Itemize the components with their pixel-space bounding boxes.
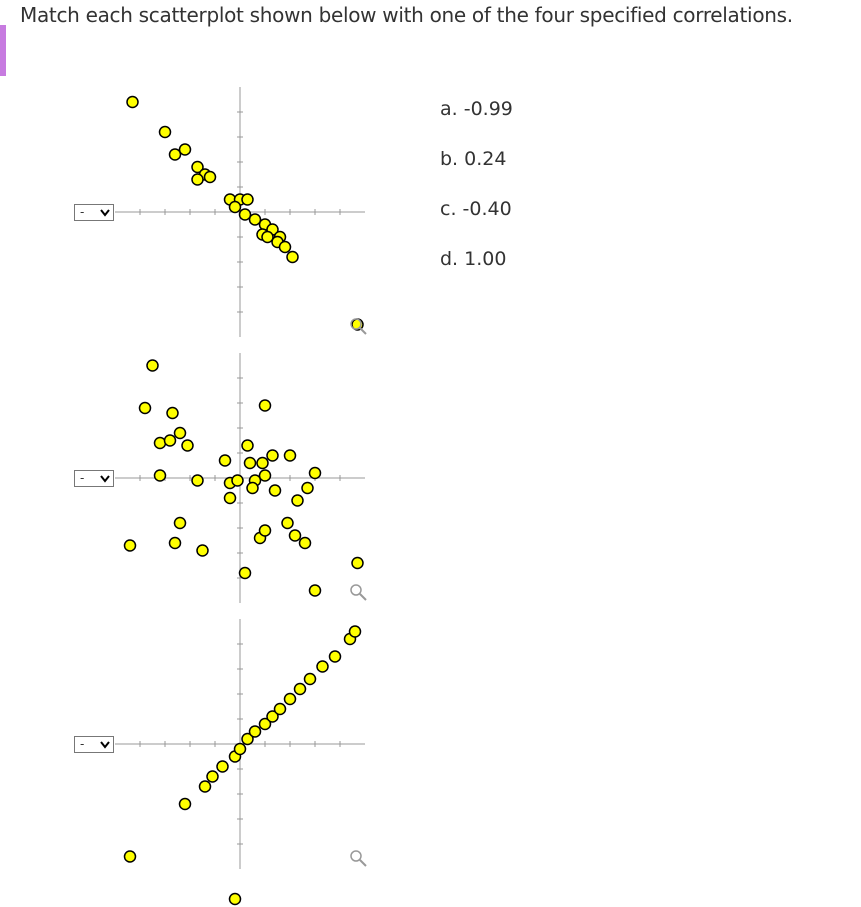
point bbox=[288, 529, 302, 542]
option: c. -0.40 bbox=[440, 198, 512, 220]
point bbox=[206, 770, 219, 783]
chevron-path bbox=[100, 209, 110, 217]
point bbox=[178, 143, 192, 156]
chevron bbox=[100, 475, 110, 483]
correlation-select[interactable]: - bbox=[74, 736, 114, 753]
point bbox=[231, 474, 244, 487]
point bbox=[328, 650, 342, 663]
point bbox=[228, 200, 242, 214]
zoom-lens bbox=[350, 584, 362, 596]
point bbox=[203, 170, 217, 184]
point bbox=[153, 469, 167, 482]
point bbox=[123, 850, 137, 863]
point bbox=[126, 95, 139, 109]
correlation-select[interactable]: - bbox=[74, 470, 114, 487]
chevron-path bbox=[100, 741, 110, 749]
zoom-handle bbox=[359, 859, 367, 867]
point bbox=[258, 717, 272, 731]
question: Match each scatterplot shown below with … bbox=[20, 3, 793, 27]
point bbox=[258, 524, 272, 537]
point bbox=[298, 536, 312, 550]
option: d. 1.00 bbox=[440, 248, 507, 270]
point bbox=[228, 892, 242, 906]
select-value: - bbox=[80, 205, 85, 219]
point bbox=[308, 584, 322, 597]
zoom-icon[interactable] bbox=[350, 318, 367, 335]
point bbox=[258, 469, 272, 482]
point bbox=[283, 449, 297, 462]
point bbox=[308, 466, 322, 480]
point bbox=[191, 173, 204, 186]
option: a. -0.99 bbox=[440, 98, 513, 120]
point bbox=[216, 760, 229, 773]
point bbox=[261, 230, 274, 244]
point bbox=[238, 208, 252, 221]
scatterplot bbox=[115, 87, 367, 337]
point bbox=[291, 494, 304, 507]
point bbox=[243, 456, 257, 470]
correlation-select[interactable]: - bbox=[74, 204, 114, 221]
point bbox=[238, 566, 252, 580]
point bbox=[241, 439, 254, 452]
point bbox=[268, 484, 282, 497]
point bbox=[163, 434, 177, 447]
zoom-handle bbox=[359, 327, 367, 335]
select-value: - bbox=[80, 471, 85, 485]
point bbox=[248, 213, 262, 226]
zoom-icon[interactable] bbox=[350, 850, 367, 867]
point bbox=[168, 536, 182, 550]
point bbox=[198, 780, 212, 793]
point bbox=[246, 481, 259, 495]
point bbox=[316, 660, 329, 673]
point bbox=[266, 710, 279, 723]
point bbox=[173, 426, 187, 440]
point bbox=[258, 399, 272, 412]
zoom-lens bbox=[350, 318, 362, 330]
point bbox=[223, 491, 237, 505]
point bbox=[196, 544, 209, 557]
point bbox=[303, 672, 317, 686]
point bbox=[278, 240, 292, 254]
point bbox=[158, 125, 172, 139]
option: b. 0.24 bbox=[440, 148, 507, 170]
chevron bbox=[100, 209, 110, 217]
point bbox=[181, 439, 194, 452]
point bbox=[218, 454, 232, 467]
point bbox=[178, 797, 192, 811]
point bbox=[266, 449, 279, 462]
point bbox=[123, 539, 137, 552]
point bbox=[191, 474, 204, 487]
point bbox=[256, 456, 269, 470]
point bbox=[301, 481, 314, 495]
point bbox=[191, 160, 204, 174]
point bbox=[283, 692, 297, 706]
point bbox=[146, 359, 159, 372]
scatterplot bbox=[115, 353, 367, 603]
accent-bar bbox=[0, 25, 6, 76]
point bbox=[168, 148, 182, 161]
point bbox=[351, 556, 364, 570]
point bbox=[293, 682, 307, 696]
zoom-lens bbox=[350, 850, 362, 862]
point bbox=[153, 436, 167, 450]
point bbox=[273, 702, 287, 716]
chevron-path bbox=[100, 475, 110, 483]
select-value: - bbox=[80, 737, 85, 751]
zoom-icon[interactable] bbox=[350, 584, 367, 601]
point bbox=[241, 732, 254, 746]
point bbox=[241, 193, 254, 206]
point bbox=[286, 250, 299, 264]
point bbox=[138, 401, 152, 415]
point bbox=[248, 725, 262, 738]
point bbox=[281, 516, 294, 530]
chevron bbox=[100, 741, 110, 749]
point bbox=[348, 625, 362, 638]
point bbox=[233, 742, 247, 756]
zoom-handle bbox=[359, 593, 367, 601]
point bbox=[173, 516, 187, 530]
point bbox=[166, 406, 179, 420]
scatterplot bbox=[115, 619, 367, 906]
